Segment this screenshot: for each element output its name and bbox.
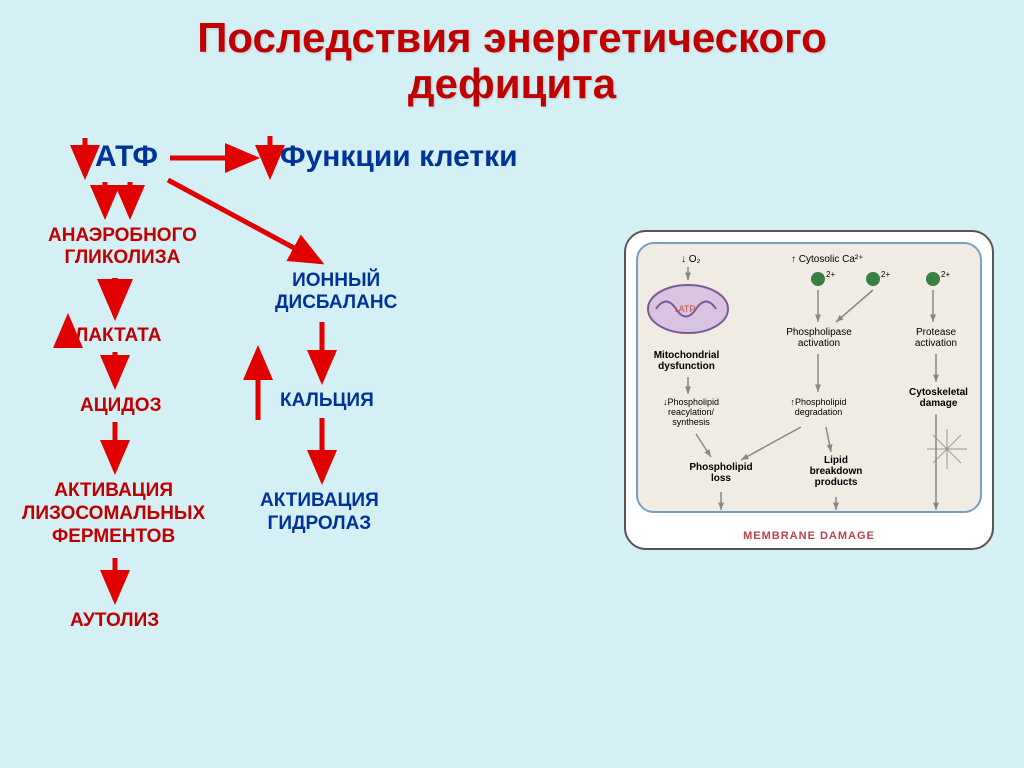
node-autolysis: АУТОЛИЗ (70, 610, 159, 632)
cell-diagram: ↓ O₂ ↑ Cytosolic Ca²⁺ 2+ 2+ 2+ ↓ATP Mito… (624, 230, 994, 550)
membrane-damage-label: MEMBRANE DAMAGE (626, 530, 992, 542)
node-calcium: КАЛЬЦИЯ (280, 390, 374, 412)
node-acidosis: АЦИДОЗ (80, 395, 161, 417)
node-lysosomal: АКТИВАЦИЯ ЛИЗОСОМАЛЬНЫХ ФЕРМЕНТОВ (22, 480, 205, 548)
cell-arrows (626, 232, 996, 552)
node-atp: АТФ (95, 140, 158, 174)
node-ionic: ИОННЫЙ ДИСБАЛАНС (275, 270, 397, 314)
title-line2: дефицита (0, 61, 1024, 107)
node-glycolysis: АНАЭРОБНОГО ГЛИКОЛИЗА (48, 225, 197, 269)
node-lactate: ЛАКТАТА (75, 325, 161, 347)
title-line1: Последствия энергетического (0, 15, 1024, 61)
node-hydrolase: АКТИВАЦИЯ ГИДРОЛАЗ (260, 490, 379, 536)
node-cell-functions: Функции клетки (280, 140, 518, 174)
